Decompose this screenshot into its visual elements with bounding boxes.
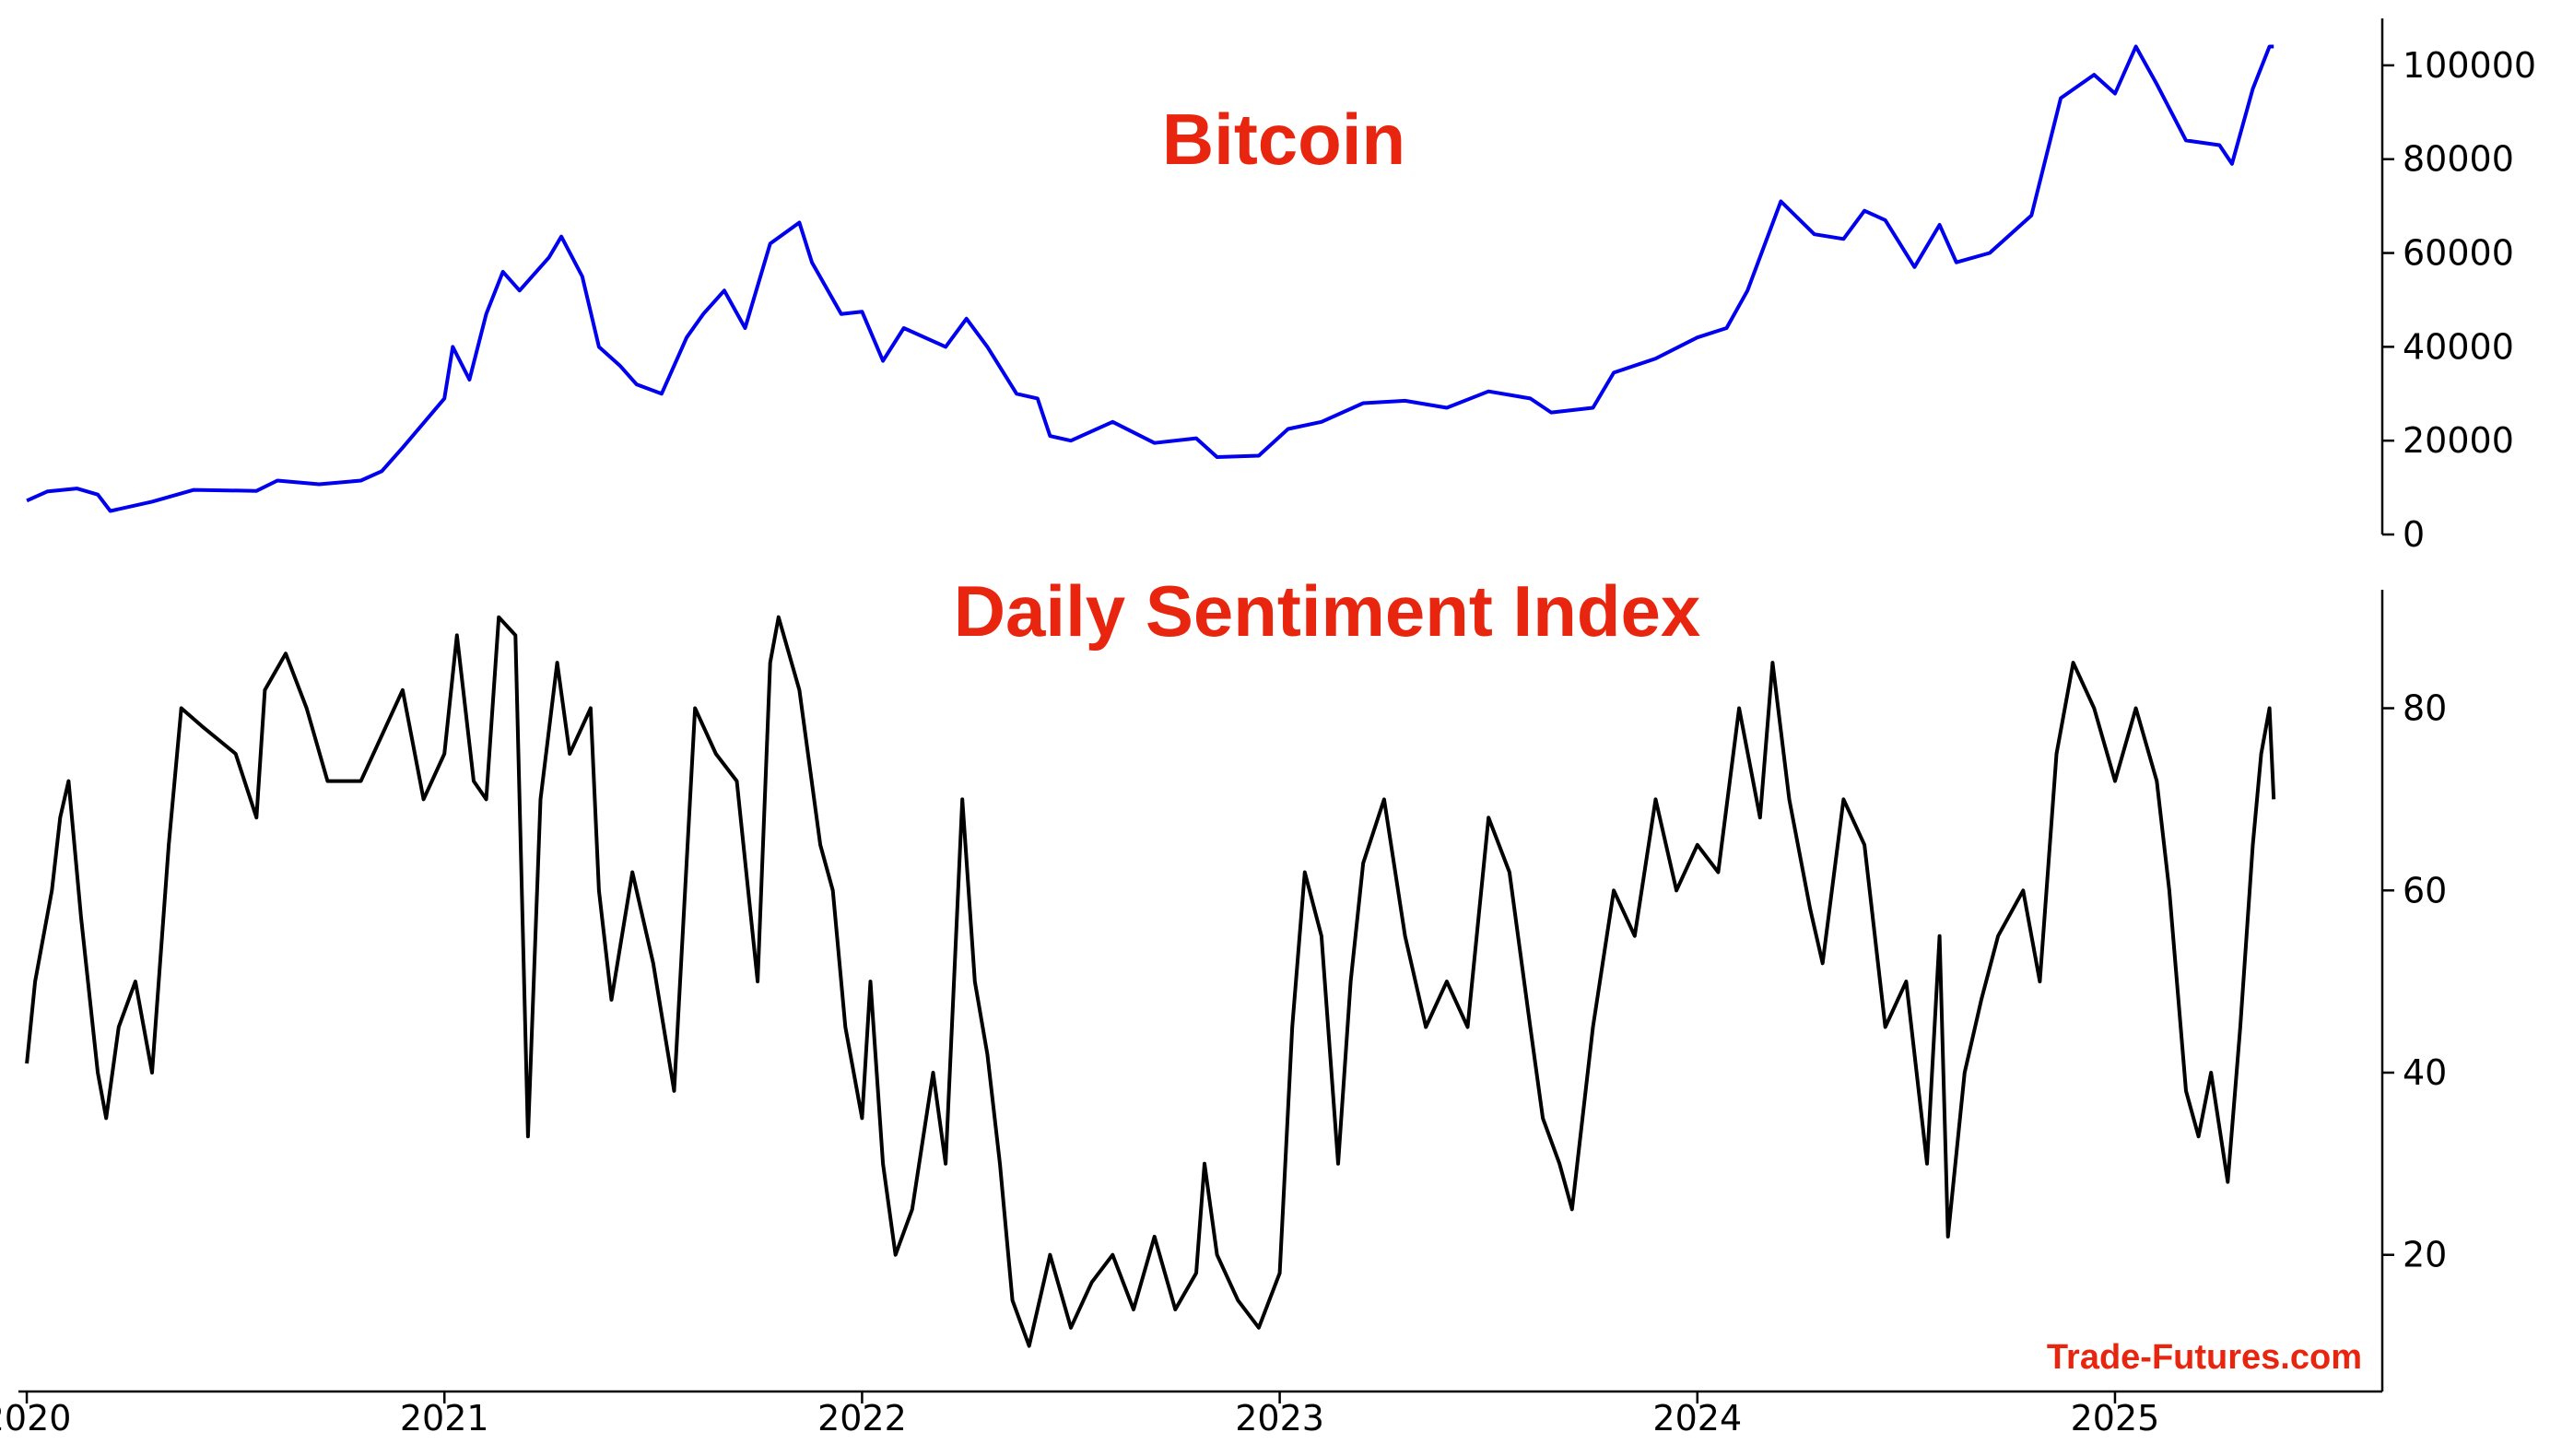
x-tick-label: 2023 [1235, 1398, 1324, 1438]
bitcoin-y-tick-label: 80000 [2403, 139, 2514, 180]
bitcoin-price-line [26, 44, 2274, 513]
bitcoin-y-tick-label: 0 [2403, 514, 2425, 555]
bitcoin-y-tick-label: 40000 [2403, 326, 2514, 367]
sentiment-chart-title: Daily Sentiment Index [954, 570, 1701, 652]
sentiment-y-tick-label: 80 [2403, 688, 2447, 729]
x-tick-label: 2024 [1652, 1398, 1742, 1438]
bitcoin-y-ticks: 0 20000 40000 60000 80000 100000 [2382, 45, 2536, 555]
sentiment-y-tick-label: 20 [2403, 1235, 2447, 1275]
bitcoin-chart-title: Bitcoin [1162, 99, 1405, 180]
x-tick-label: 2022 [817, 1398, 907, 1438]
bitcoin-panel: Bitcoin 0 20000 40000 60000 80000 100000 [26, 18, 2536, 555]
bitcoin-y-tick-label: 60000 [2403, 233, 2514, 274]
x-tick-label: 2025 [2071, 1398, 2160, 1438]
sentiment-y-tick-label: 60 [2403, 870, 2447, 910]
bitcoin-y-tick-label: 100000 [2403, 45, 2536, 86]
sentiment-index-line [25, 615, 2276, 1348]
x-tick-label: 2021 [400, 1398, 489, 1438]
watermark-text: Trade-Futures.com [2047, 1338, 2362, 1377]
sentiment-y-ticks: 20 40 60 80 [2382, 688, 2447, 1275]
bitcoin-y-tick-label: 20000 [2403, 420, 2514, 461]
sentiment-y-tick-label: 40 [2403, 1052, 2447, 1093]
